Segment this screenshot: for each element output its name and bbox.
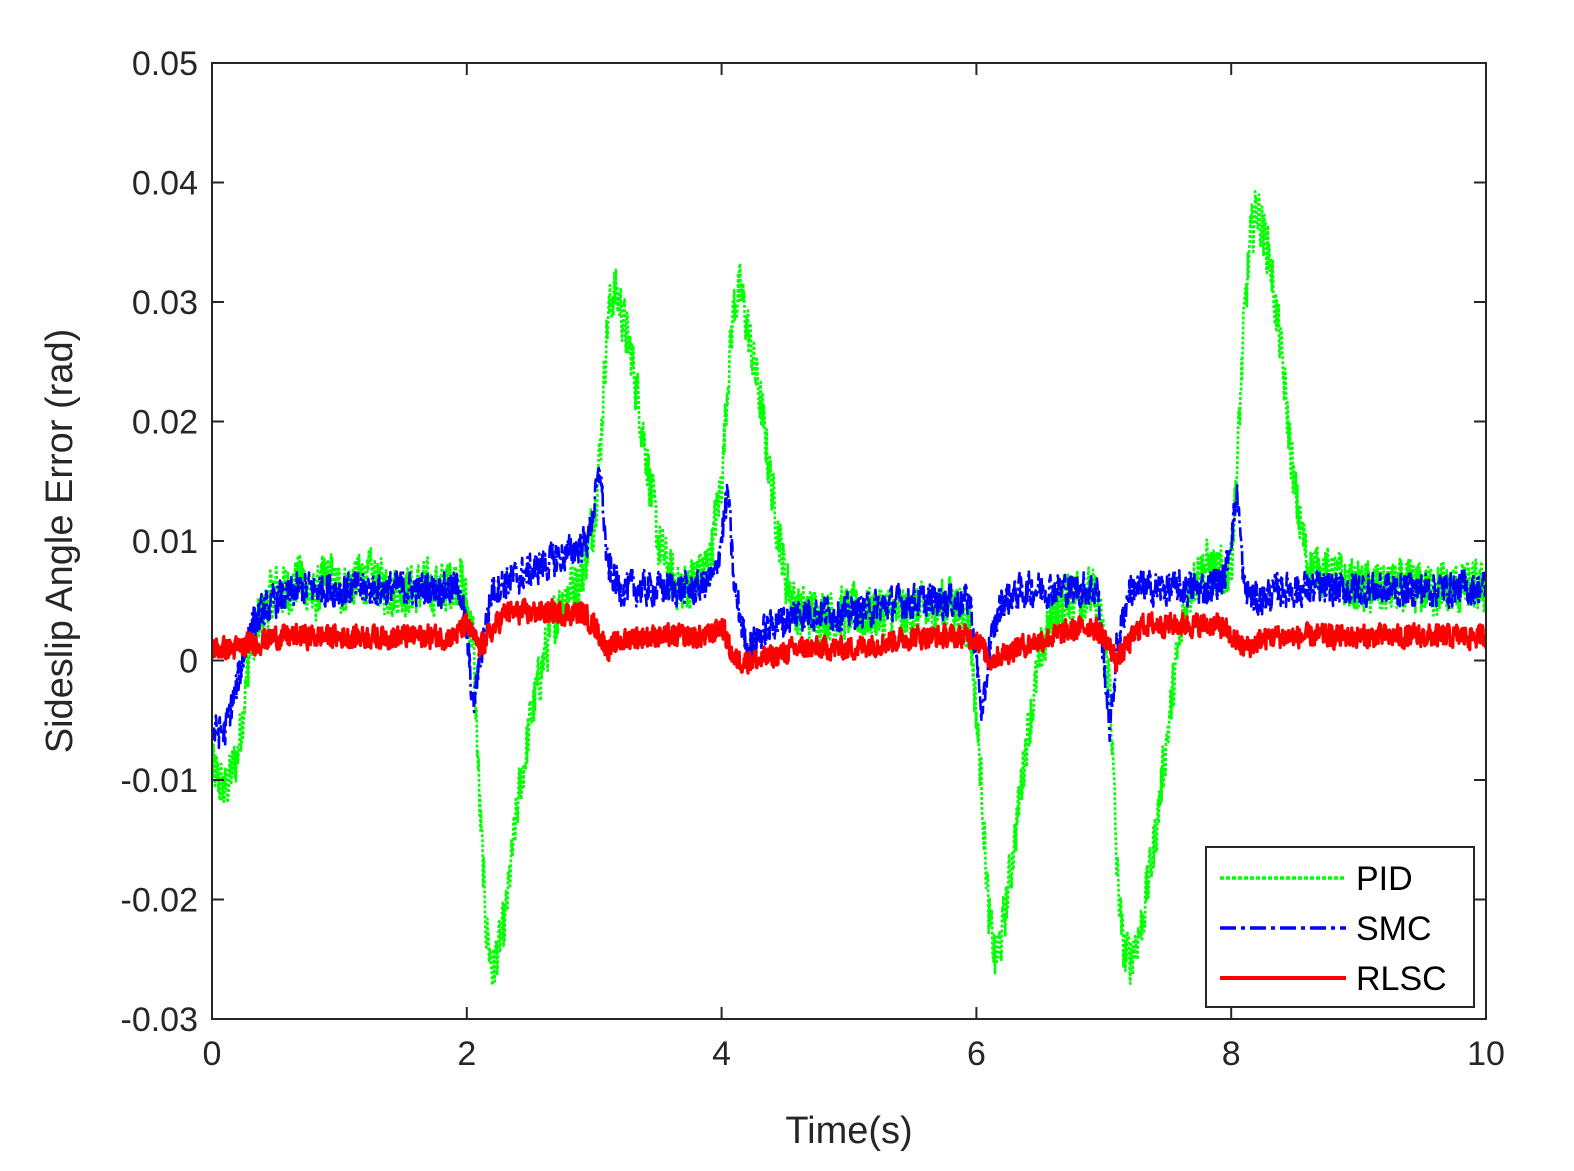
series-line-smc (212, 464, 1486, 750)
y-tick-label: 0.05 (132, 45, 198, 83)
series-layer (212, 190, 1486, 987)
x-tick-label: 8 (1222, 1035, 1241, 1073)
x-tick-label: 4 (712, 1035, 731, 1073)
ticks-layer: 0 2 4 6 8 10 -0.03 -0.02 -0.01 0 0.01 0.02 0.03 0.04 0… (121, 45, 1505, 1073)
y-tick-label: -0.02 (121, 882, 199, 920)
x-tick-label: 0 (203, 1035, 222, 1073)
x-tick-label: 10 (1467, 1035, 1505, 1073)
legend-label-pid: PID (1356, 860, 1413, 898)
legend: PID SMC RLSC (1205, 846, 1475, 1008)
x-axis-title: Time(s) (785, 1110, 912, 1152)
y-tick-label: 0 (179, 643, 198, 681)
x-tick-label: 2 (457, 1035, 476, 1073)
y-tick-label: -0.03 (121, 1001, 199, 1039)
x-tick-label: 6 (967, 1035, 986, 1073)
legend-label-smc: SMC (1356, 910, 1432, 948)
y-tick-label: 0.03 (132, 284, 198, 322)
y-tick-label: 0.04 (132, 165, 198, 203)
y-axis-title: Sideslip Angle Error (rad) (39, 329, 81, 754)
y-tick-label: -0.01 (121, 762, 199, 800)
plot-frame (211, 62, 1487, 1020)
y-tick-label: 0.02 (132, 404, 198, 442)
series-line-rlsc (212, 597, 1486, 675)
y-tick-label: 0.01 (132, 523, 198, 561)
legend-label-rlsc: RLSC (1356, 960, 1447, 998)
